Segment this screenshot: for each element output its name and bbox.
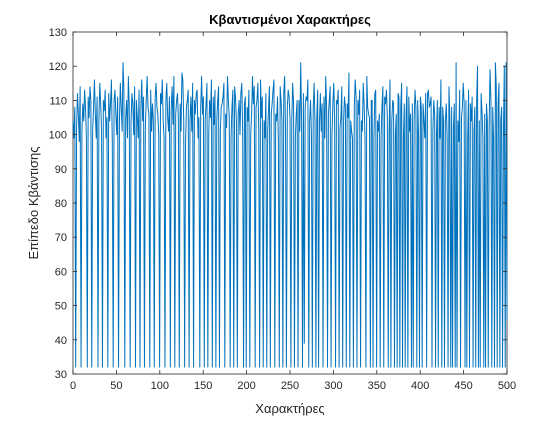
x-tick-label: 350	[368, 380, 386, 392]
y-axis-label: Επίπεδο Κβάντισης	[26, 146, 41, 259]
y-tick-label: 90	[55, 164, 67, 176]
y-tick-label: 60	[55, 266, 67, 278]
y-axis: 30 40 50 60 70 80 90 100 110 120 130	[49, 27, 507, 381]
x-tick-label: 50	[110, 380, 122, 392]
chart-title: Κβαντισμένοι Χαρακτήρες	[209, 12, 371, 27]
x-tick-label: 300	[324, 380, 342, 392]
x-tick-label: 100	[151, 380, 169, 392]
series-line-0	[72, 62, 508, 368]
x-tick-label: 500	[498, 380, 516, 392]
y-tick-label: 70	[55, 232, 67, 244]
y-tick-label: 110	[49, 95, 67, 107]
y-tick-label: 120	[49, 61, 67, 73]
x-axis-label: Χαρακτήρες	[255, 401, 324, 416]
x-tick-label: 450	[454, 380, 472, 392]
y-tick-label: 130	[49, 27, 67, 39]
x-axis: 0 50 100 150 200 250 300 350 400 450 500	[70, 32, 516, 392]
x-tick-label: 0	[70, 380, 76, 392]
x-tick-label: 400	[411, 380, 429, 392]
x-tick-label: 200	[237, 380, 255, 392]
y-tick-label: 100	[49, 130, 67, 142]
x-tick-label: 250	[281, 380, 299, 392]
x-tick-label: 150	[194, 380, 212, 392]
series-layer	[72, 62, 508, 368]
y-tick-label: 80	[55, 198, 67, 210]
y-tick-label: 30	[55, 369, 67, 381]
y-tick-label: 40	[55, 335, 67, 347]
y-tick-label: 50	[55, 301, 67, 313]
